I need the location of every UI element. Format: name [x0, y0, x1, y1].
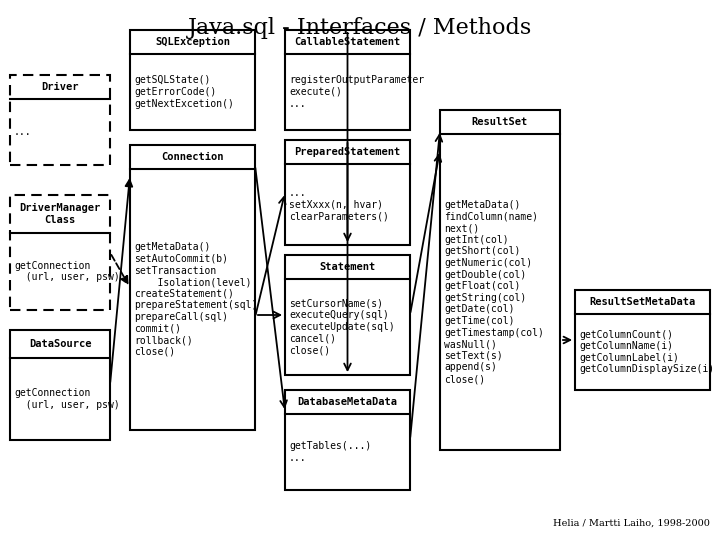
Text: getMetaData()
findColumn(name)
next()
getInt(col)
getShort(col)
getNumeric(col)
: getMetaData() findColumn(name) next() ge… — [444, 200, 544, 384]
Text: Statement: Statement — [320, 262, 376, 272]
Text: Java.sql - Interfaces / Methods: Java.sql - Interfaces / Methods — [188, 17, 532, 39]
Text: SQLException: SQLException — [155, 37, 230, 47]
Text: Helia / Martti Laiho, 1998-2000: Helia / Martti Laiho, 1998-2000 — [553, 519, 710, 528]
Text: Connection: Connection — [161, 152, 224, 162]
Text: DatabaseMetaData: DatabaseMetaData — [297, 397, 397, 407]
Text: getColumnCount()
getColumnName(i)
getColumnLabel(i)
getColumnDisplaySize(i): getColumnCount() getColumnName(i) getCol… — [579, 329, 714, 374]
Bar — [285, 255, 410, 375]
Text: ...
setXxxx(n, hvar)
clearParameters(): ... setXxxx(n, hvar) clearParameters() — [289, 188, 389, 221]
Bar — [575, 290, 710, 390]
Bar — [440, 110, 560, 450]
Text: ResultSet: ResultSet — [472, 117, 528, 127]
Bar — [285, 390, 410, 490]
Bar — [130, 145, 255, 430]
Text: getMetaData()
setAutoCommit(b)
setTransaction
    Isolation(level)
createStateme: getMetaData() setAutoCommit(b) setTransa… — [134, 242, 257, 357]
Text: registerOutputParameter
execute()
...: registerOutputParameter execute() ... — [289, 76, 424, 109]
Bar — [10, 75, 110, 165]
Text: DataSource: DataSource — [29, 339, 91, 349]
Text: getSQLState()
getErrorCode()
getNextExcetion(): getSQLState() getErrorCode() getNextExce… — [134, 76, 234, 109]
Text: DriverManager
Class: DriverManager Class — [19, 203, 101, 225]
Text: setCursorName(s)
executeQuery(sql)
executeUpdate(sql)
cancel()
close(): setCursorName(s) executeQuery(sql) execu… — [289, 299, 395, 355]
Text: ...: ... — [14, 127, 32, 137]
Text: CallableStatement: CallableStatement — [294, 37, 400, 47]
Bar — [10, 330, 110, 440]
Text: ResultSetMetaData: ResultSetMetaData — [590, 297, 696, 307]
Text: getConnection
  (url, user, psw): getConnection (url, user, psw) — [14, 261, 120, 282]
Text: PreparedStatement: PreparedStatement — [294, 147, 400, 157]
Bar — [10, 195, 110, 310]
Text: getTables(...)
...: getTables(...) ... — [289, 441, 372, 463]
Bar — [285, 30, 410, 130]
Bar — [285, 140, 410, 245]
Text: Driver: Driver — [41, 82, 78, 92]
Text: getConnection
  (url, user, psw): getConnection (url, user, psw) — [14, 388, 120, 410]
Bar — [130, 30, 255, 130]
